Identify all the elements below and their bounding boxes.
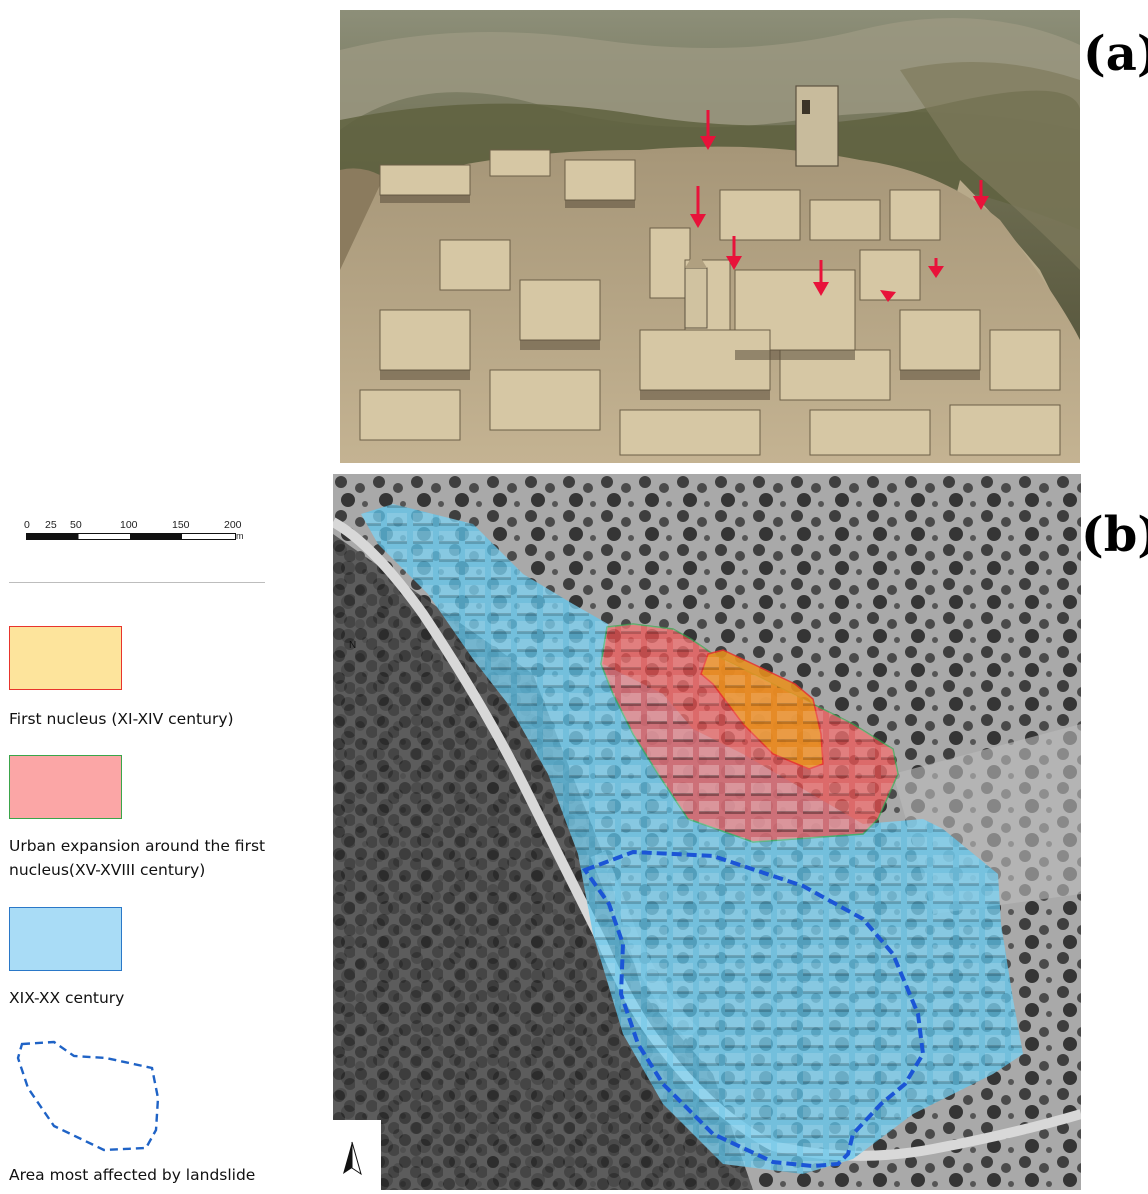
scale-tick-0: 0 — [24, 519, 30, 531]
legend-swatch-xix-xx — [9, 907, 122, 971]
scale-tick-200: 200 — [224, 519, 242, 531]
legend-label-urban-expansion-1: Urban expansion around the first — [9, 837, 266, 855]
aerial-photo-drawing — [340, 10, 1081, 463]
map-drawing — [330, 474, 1083, 1190]
legend-symbol-landslide — [16, 1040, 160, 1152]
legend-label-landslide: Area most affected by landslide — [9, 1166, 256, 1184]
aerial-photo — [340, 10, 1081, 463]
scale-unit: m — [236, 531, 244, 541]
legend-divider — [9, 582, 265, 583]
legend-swatch-first-nucleus — [9, 626, 122, 690]
north-arrow-label: N — [349, 640, 357, 651]
scale-tick-150: 150 — [172, 519, 190, 531]
legend-swatch-urban-expansion — [9, 755, 122, 819]
legend-label-urban-expansion-2: nucleus(XV-XVIII century) — [9, 861, 206, 879]
north-arrow — [333, 1120, 381, 1190]
legend-label-first-nucleus: First nucleus (XI-XIV century) — [9, 710, 234, 728]
scale-bar: 0 25 50 100 150 200 m — [24, 509, 266, 549]
scale-tick-25: 25 — [45, 519, 57, 531]
panel-label-b: (b) — [1081, 507, 1148, 563]
scale-bar-graphic — [26, 533, 236, 540]
landslide-area — [581, 849, 926, 1169]
scale-tick-100: 100 — [120, 519, 138, 531]
scale-tick-50: 50 — [70, 519, 82, 531]
historic-map — [330, 474, 1083, 1190]
landslide-arrows — [690, 110, 989, 302]
legend-label-xix-xx: XIX-XX century — [9, 989, 125, 1007]
panel-label-a: (a) — [1083, 26, 1148, 82]
